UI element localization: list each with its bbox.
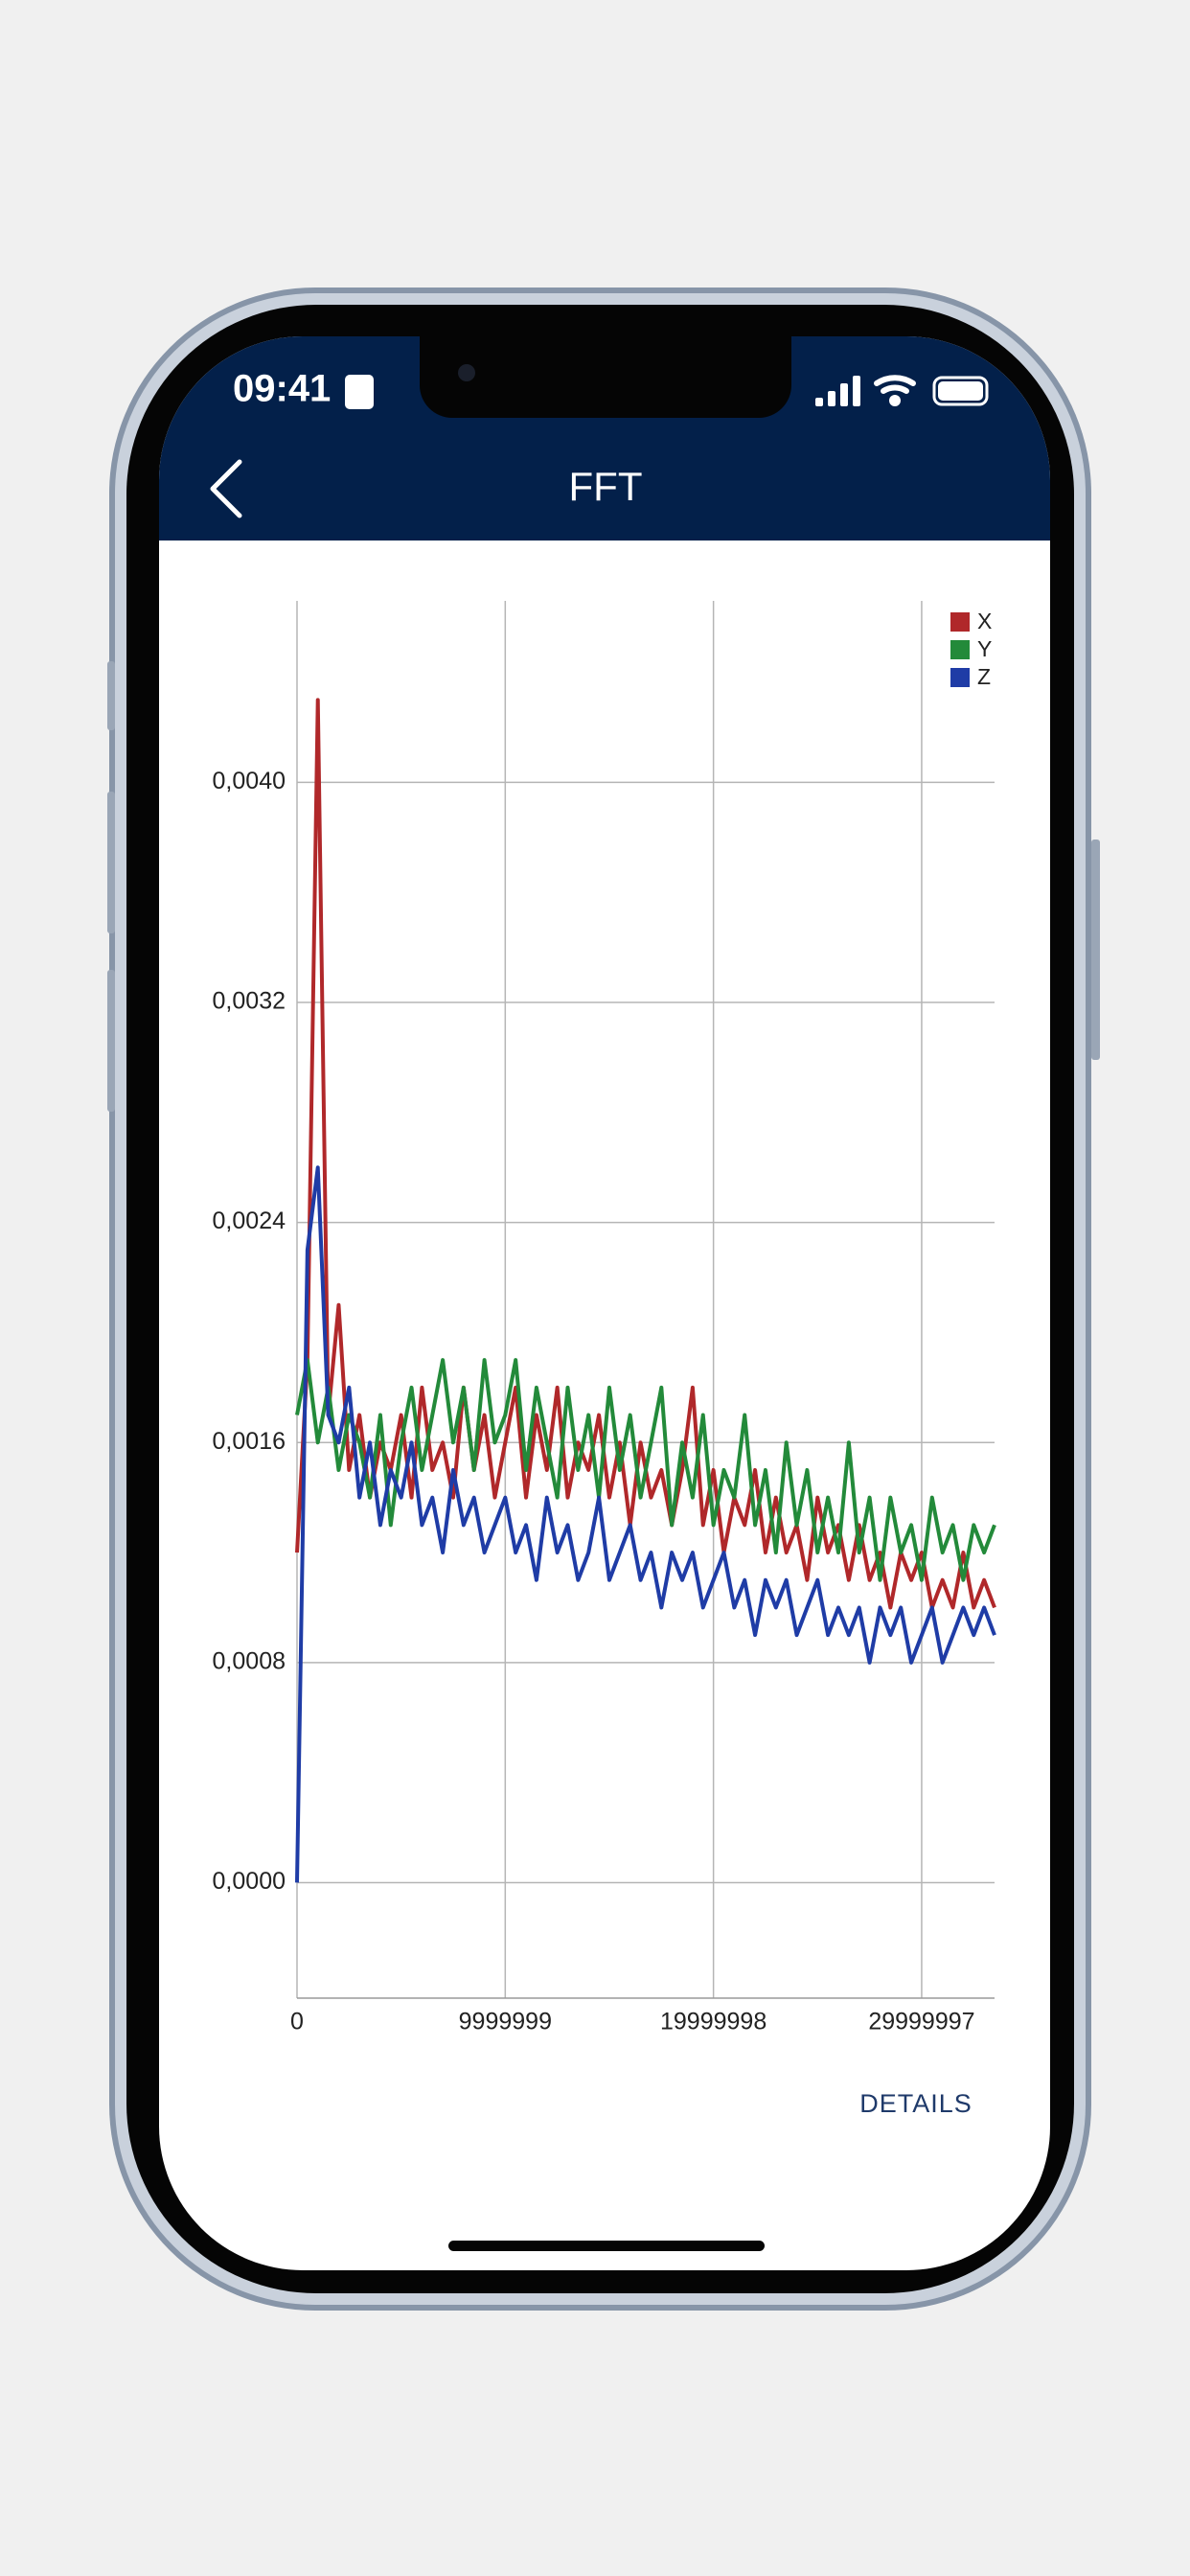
y-tick-label: 0,0016 xyxy=(213,1428,286,1455)
mute-switch xyxy=(107,661,115,730)
legend-label: X xyxy=(977,609,992,633)
wifi-icon xyxy=(874,375,916,394)
y-tick-label: 0,0000 xyxy=(213,1868,286,1895)
home-indicator xyxy=(448,2241,765,2251)
screen-background xyxy=(159,336,1050,2270)
details-button[interactable]: DETAILS xyxy=(859,2089,973,2118)
fft-chart: 0,0000 0,0008 0,0016 0,0024 0,0032 0,0040 0 999… xyxy=(213,601,996,2036)
y-tick-label: 0,0032 xyxy=(213,988,286,1015)
legend-swatch xyxy=(950,640,970,659)
y-tick-label: 0,0040 xyxy=(213,768,286,794)
back-button[interactable] xyxy=(210,459,242,518)
y-tick-label: 0,0024 xyxy=(213,1208,286,1234)
screen xyxy=(159,336,1050,2270)
x-tick-label: 0 xyxy=(290,2009,304,2036)
signal-icon xyxy=(815,376,860,406)
status-time: 09:41 xyxy=(233,368,331,410)
volume-down xyxy=(107,970,115,1112)
notch xyxy=(420,336,791,418)
wifi-dot xyxy=(889,395,901,406)
side-button xyxy=(1091,840,1100,1060)
legend-label: Y xyxy=(977,636,992,661)
battery-level xyxy=(938,381,983,401)
x-tick-label: 19999998 xyxy=(660,2009,767,2036)
legend-label: Z xyxy=(977,664,991,689)
series-line xyxy=(295,1358,996,1582)
series-line xyxy=(295,1165,996,1883)
legend-swatch xyxy=(950,612,970,632)
y-tick-label: 0,0008 xyxy=(213,1647,286,1674)
legend-swatch xyxy=(950,668,970,687)
status-icon xyxy=(345,375,374,409)
camera xyxy=(458,364,475,381)
x-tick-label: 29999997 xyxy=(868,2009,974,2036)
x-tick-label: 9999999 xyxy=(459,2009,552,2036)
volume-up xyxy=(107,792,115,933)
page-title: FFT xyxy=(569,464,643,509)
battery-outline xyxy=(932,376,989,406)
